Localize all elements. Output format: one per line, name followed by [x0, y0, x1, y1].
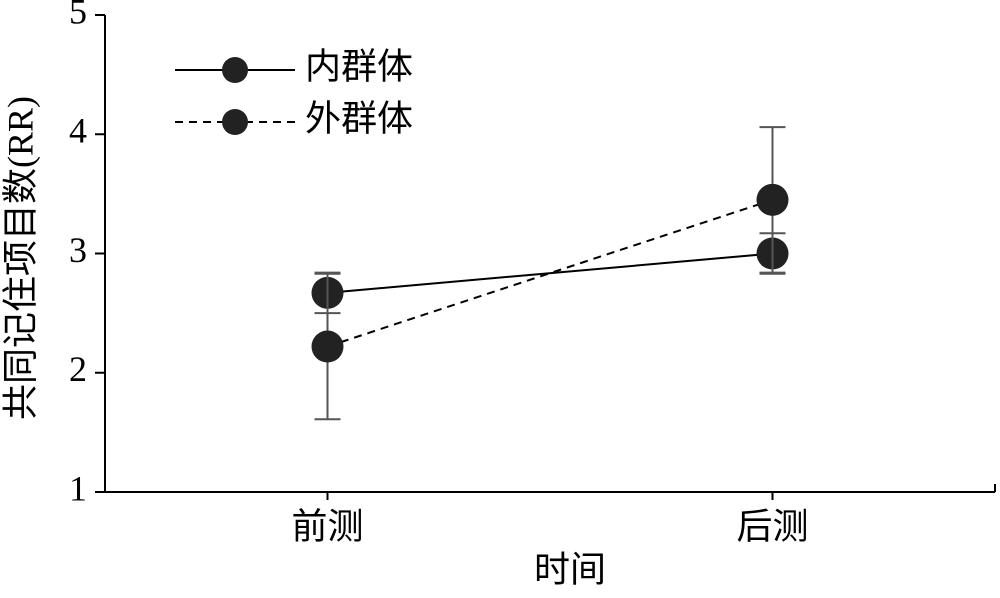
x-tick-label: 后测 — [736, 506, 808, 546]
legend-marker — [222, 57, 248, 83]
y-tick-label: 4 — [69, 111, 87, 151]
x-axis-label: 时间 — [534, 549, 606, 589]
y-tick-label: 1 — [69, 468, 87, 508]
legend-label: 内群体 — [305, 46, 413, 86]
point — [311, 330, 344, 363]
legend-label: 外群体 — [305, 98, 413, 138]
x-tick-label: 前测 — [291, 506, 363, 546]
series-line — [327, 252, 773, 294]
point — [756, 183, 789, 216]
y-tick-label: 2 — [69, 349, 87, 389]
y-tick-label: 5 — [69, 0, 87, 31]
y-axis-label: 共同记住项目数(RR) — [0, 96, 40, 420]
legend-marker — [222, 109, 248, 135]
y-tick-label: 3 — [69, 230, 87, 270]
